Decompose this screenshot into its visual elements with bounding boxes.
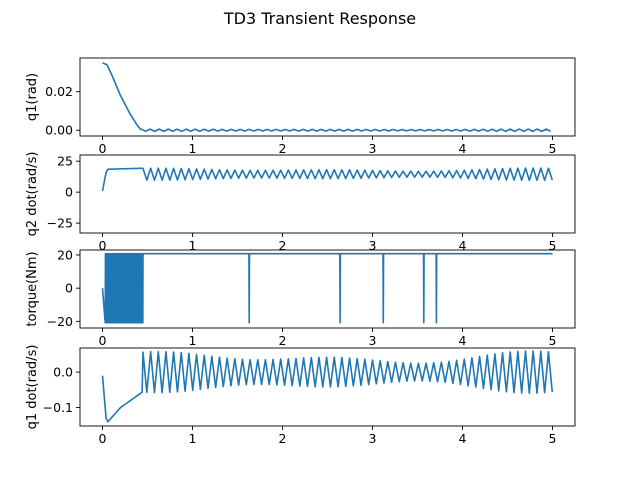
series-line xyxy=(101,350,554,423)
plot-frame xyxy=(79,347,576,427)
x-tick-label: 5 xyxy=(549,238,557,253)
x-tick-label: 1 xyxy=(189,431,197,446)
x-tick-label: 0 xyxy=(99,238,107,253)
x-tick-label: 5 xyxy=(549,431,557,446)
x-tick-label: 4 xyxy=(459,431,467,446)
x-tick-label: 1 xyxy=(189,333,197,348)
y-axis-label: q1 dot(rad/s) xyxy=(25,345,40,430)
figure-title: TD3 Transient Response xyxy=(223,9,416,28)
x-tick-label: 2 xyxy=(279,431,287,446)
x-tick-label: 0 xyxy=(99,333,107,348)
x-tick-label: 3 xyxy=(369,238,377,253)
subplot-3: 0 1 2 3 4 5 −20 0 20 torque(Nm) xyxy=(25,247,576,348)
x-tick-label: 5 xyxy=(549,141,557,156)
y-tick-label: 0.00 xyxy=(45,123,73,138)
x-tick-label: 2 xyxy=(279,141,287,156)
plot-frame xyxy=(79,154,576,234)
x-tick-label: 1 xyxy=(189,238,197,253)
subplot-4: 0 1 2 3 4 5 −0.1 0.0 q1 dot(rad/s) xyxy=(25,345,576,446)
x-tick-label: 5 xyxy=(549,333,557,348)
y-tick-label: 0.02 xyxy=(45,84,73,99)
x-tick-label: 4 xyxy=(459,333,467,348)
series-line xyxy=(101,252,553,324)
y-tick-label: 0 xyxy=(65,185,73,200)
y-axis-label: q1(rad) xyxy=(25,73,40,121)
y-tick-label: 0.0 xyxy=(53,365,73,380)
y-tick-label: −25 xyxy=(47,216,73,231)
x-tick-label: 4 xyxy=(459,141,467,156)
x-tick-label: 0 xyxy=(99,431,107,446)
x-tick-label: 2 xyxy=(279,238,287,253)
x-tick-label: 0 xyxy=(99,141,107,156)
series-line xyxy=(101,167,554,192)
x-tick-label: 1 xyxy=(189,141,197,156)
series-line xyxy=(102,62,552,133)
subplot-2: 0 1 2 3 4 5 −25 0 25 q2 dot(rad/s) xyxy=(25,152,576,253)
y-tick-label: 0 xyxy=(65,281,73,296)
y-axis-label: q2 dot(rad/s) xyxy=(25,152,40,237)
y-tick-label: −0.1 xyxy=(43,400,73,415)
x-tick-label: 3 xyxy=(369,333,377,348)
y-tick-label: −20 xyxy=(47,314,73,329)
plot-frame xyxy=(79,249,576,329)
y-tick-label: 20 xyxy=(57,247,73,262)
y-tick-label: 25 xyxy=(57,154,73,169)
x-tick-label: 3 xyxy=(369,431,377,446)
x-tick-label: 3 xyxy=(369,141,377,156)
x-tick-label: 4 xyxy=(459,238,467,253)
plot-frame xyxy=(79,57,576,137)
x-tick-label: 2 xyxy=(279,333,287,348)
subplot-1: 0 1 2 3 4 5 0.00 0.02 q1(rad) xyxy=(25,57,576,156)
y-axis-label: torque(Nm) xyxy=(25,251,40,326)
